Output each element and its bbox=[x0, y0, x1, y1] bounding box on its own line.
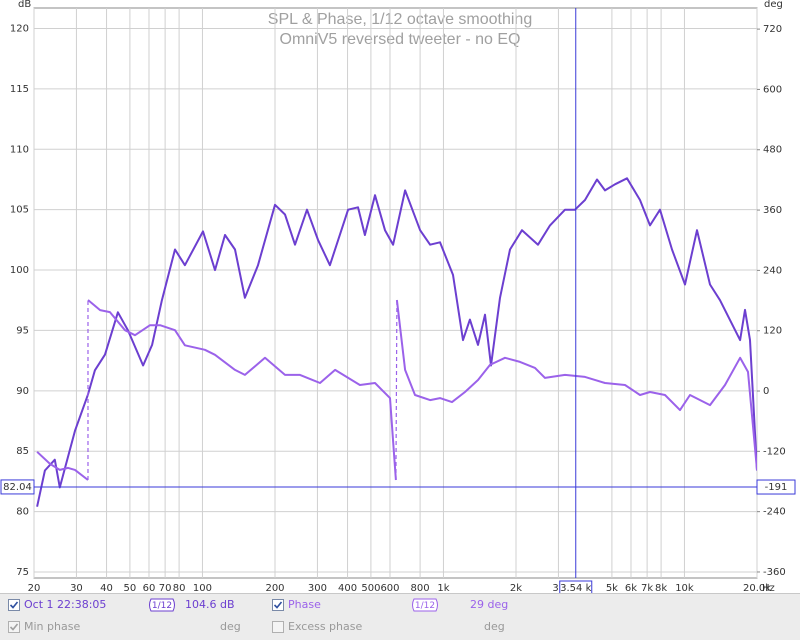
y-tick-label: 90 bbox=[16, 386, 29, 397]
y2-tick-label: -360 bbox=[763, 567, 786, 578]
x-tick-label: 70 bbox=[159, 583, 172, 593]
x-tick-label: 600 bbox=[380, 583, 399, 593]
x-tick-label: 10k bbox=[675, 583, 694, 593]
cursor-x-label: 3.54 k bbox=[560, 583, 591, 593]
y-tick-label: 75 bbox=[16, 567, 29, 578]
x-tick-label: 3k bbox=[552, 583, 564, 593]
readout-value: 104.6 dB bbox=[185, 598, 235, 611]
y2-tick-label: 120 bbox=[763, 326, 782, 337]
x-tick-label: 500 bbox=[361, 583, 380, 593]
x-tick-label: 400 bbox=[338, 583, 357, 593]
smoothing-icon[interactable]: 1/12 bbox=[410, 598, 440, 612]
unit: deg bbox=[220, 620, 241, 633]
series-name: Phase bbox=[288, 598, 321, 611]
y-tick-label: 80 bbox=[16, 507, 29, 518]
x-tick-label: 200 bbox=[265, 583, 284, 593]
series-name: Min phase bbox=[24, 620, 81, 633]
y-tick-label: 95 bbox=[16, 325, 29, 336]
series-group bbox=[36, 177, 757, 507]
grid bbox=[33, 8, 758, 578]
plot-frame bbox=[33, 7, 758, 579]
x-tick-label: 30 bbox=[70, 583, 83, 593]
x-axis-label: Hz bbox=[762, 583, 775, 593]
checkbox[interactable] bbox=[8, 599, 20, 611]
cursor-y2-box bbox=[756, 479, 796, 495]
checkbox[interactable] bbox=[272, 621, 284, 633]
x-tick-label: 7k bbox=[641, 583, 653, 593]
cursor-y-box bbox=[0, 479, 35, 495]
y2-tick-label: -120 bbox=[763, 446, 786, 457]
x-tick-label: 50 bbox=[124, 583, 137, 593]
x-tick-label: 80 bbox=[173, 583, 186, 593]
y2-tick-label: 480 bbox=[763, 145, 782, 156]
y2-axis-label: deg bbox=[764, 0, 783, 10]
unit: deg bbox=[484, 620, 505, 633]
y2-tick-label: 240 bbox=[763, 265, 782, 276]
x-tick-label: 40 bbox=[100, 583, 113, 593]
x-tick-label: 5k bbox=[606, 583, 618, 593]
y-tick-label: 105 bbox=[10, 205, 29, 216]
y-tick-label: 110 bbox=[10, 144, 29, 155]
x-tick-label: 20.0k bbox=[743, 583, 771, 593]
wrap-connector bbox=[395, 300, 398, 480]
x-tick-label: 6k bbox=[625, 583, 637, 593]
chart-title: SPL & Phase, 1/12 octave smoothing bbox=[268, 11, 532, 28]
series-name: Oct 1 22:38:05 bbox=[24, 598, 107, 611]
chart-subtitle: OmniV5 reversed tweeter - no EQ bbox=[280, 31, 521, 48]
series-line bbox=[36, 177, 757, 507]
series-line bbox=[36, 299, 757, 481]
y2-tick-label: -240 bbox=[763, 507, 786, 518]
x-tick-label: 20 bbox=[28, 583, 41, 593]
y-tick-label: 100 bbox=[10, 265, 29, 276]
y2-tick-label: 360 bbox=[763, 205, 782, 216]
x-tick-label: 300 bbox=[308, 583, 327, 593]
y2-tick-label: 720 bbox=[763, 24, 782, 35]
x-tick-label: 100 bbox=[193, 583, 212, 593]
x-tick-label: 2k bbox=[510, 583, 522, 593]
x-tick-label: 60 bbox=[143, 583, 156, 593]
smoothing-label: 1/12 bbox=[415, 601, 435, 611]
smoothing-icon[interactable]: 1/12 bbox=[147, 598, 177, 612]
readout-panel: Oct 1 22:38:05 1/12 104.6 dB Phase 1/12 … bbox=[0, 593, 800, 640]
readout-value: 29 deg bbox=[470, 598, 509, 611]
y2-tick-label: 600 bbox=[763, 84, 782, 95]
x-tick-label: 800 bbox=[411, 583, 430, 593]
y-tick-label: 120 bbox=[10, 24, 29, 35]
cursor-y2-label: -191 bbox=[765, 482, 788, 493]
checkbox[interactable] bbox=[8, 621, 20, 633]
x-tick-label: 1k bbox=[437, 583, 449, 593]
series-name: Excess phase bbox=[288, 620, 363, 633]
checkbox[interactable] bbox=[272, 599, 284, 611]
y-tick-label: 115 bbox=[10, 84, 29, 95]
y-tick-label: 85 bbox=[16, 446, 29, 457]
smoothing-label: 1/12 bbox=[152, 601, 172, 611]
cursor-x-box bbox=[559, 580, 593, 593]
cursor-y-label: 82.04 bbox=[3, 482, 32, 493]
chart: SPL & Phase, 1/12 octave smoothing OmniV… bbox=[0, 0, 796, 593]
x-tick-label: 8k bbox=[655, 583, 667, 593]
y2-tick-label: 0 bbox=[763, 386, 769, 397]
y-axis-label: dB bbox=[18, 0, 31, 10]
